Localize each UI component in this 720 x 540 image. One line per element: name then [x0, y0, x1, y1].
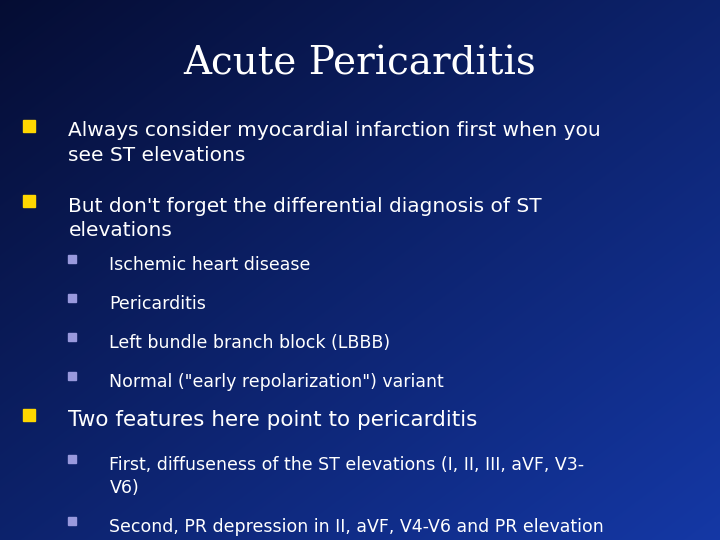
Text: Always consider myocardial infarction first when you
see ST elevations: Always consider myocardial infarction fi… — [68, 122, 601, 165]
Text: Ischemic heart disease: Ischemic heart disease — [109, 256, 311, 274]
Text: Normal ("early repolarization") variant: Normal ("early repolarization") variant — [109, 373, 444, 391]
Text: Left bundle branch block (LBBB): Left bundle branch block (LBBB) — [109, 334, 390, 352]
Text: Pericarditis: Pericarditis — [109, 295, 207, 313]
Text: Second, PR depression in II, aVF, V4-V6 and PR elevation
seen in aVR (attributed: Second, PR depression in II, aVF, V4-V6 … — [109, 518, 604, 540]
Text: Acute Pericarditis: Acute Pericarditis — [184, 46, 536, 83]
Text: First, diffuseness of the ST elevations (I, II, III, aVF, V3-
V6): First, diffuseness of the ST elevations … — [109, 456, 585, 497]
Text: Two features here point to pericarditis: Two features here point to pericarditis — [68, 410, 478, 430]
Text: But don't forget the differential diagnosis of ST
elevations: But don't forget the differential diagno… — [68, 197, 542, 240]
